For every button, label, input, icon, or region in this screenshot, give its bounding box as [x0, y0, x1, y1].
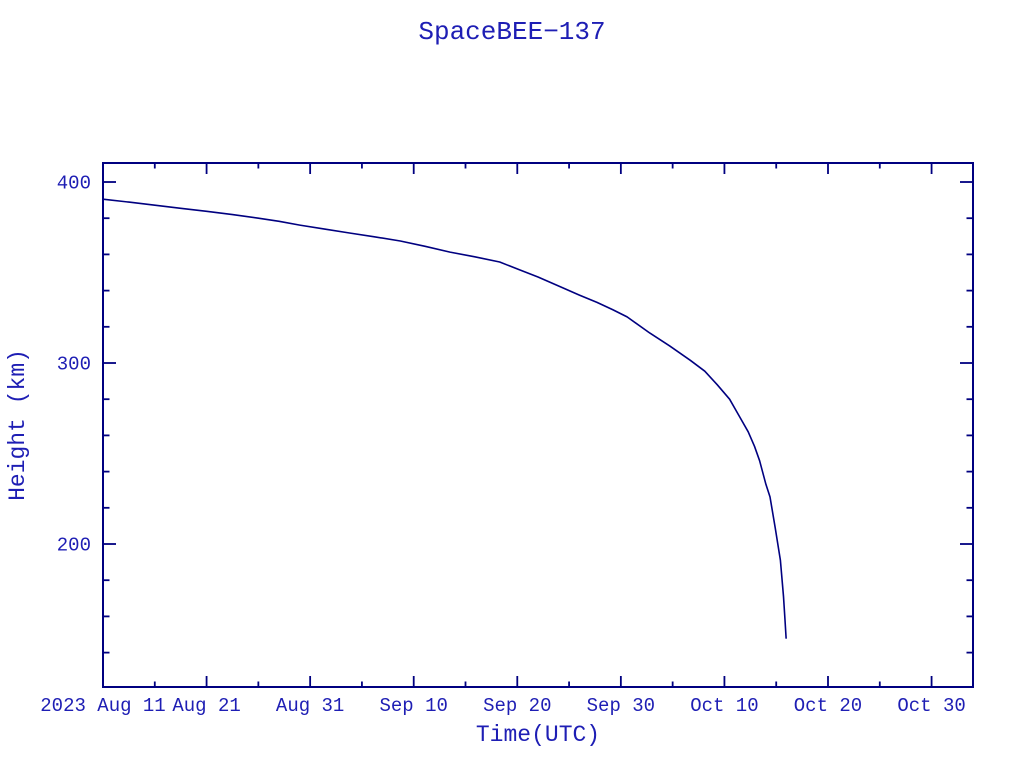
plot-border [102, 162, 974, 688]
x-tick-label: Oct 30 [897, 695, 965, 717]
y-tick-label: 400 [57, 173, 91, 195]
x-tick-label: Oct 10 [690, 695, 758, 717]
axis-tick-labels: 2023 Aug 11 Aug 21 Aug 31 Sep 10 Sep 20 Sep 3… [40, 173, 965, 717]
axis-ticks [102, 163, 973, 687]
x-tick-label: Sep 10 [380, 695, 448, 717]
x-tick-label: Oct 20 [794, 695, 862, 717]
plot-frame [102, 162, 974, 688]
y-axis-title: Height (km) [5, 349, 31, 501]
x-tick-label: 2023 Aug 11 [40, 695, 165, 717]
chart-title: SpaceBEE−137 [418, 17, 605, 47]
y-tick-label: 300 [57, 354, 91, 376]
x-tick-label: Aug 31 [276, 695, 344, 717]
x-tick-label: Aug 21 [172, 695, 240, 717]
height-decay-line [102, 198, 787, 639]
x-axis-title: Time(UTC) [476, 722, 600, 748]
y-tick-label: 200 [57, 535, 91, 557]
decay-curve [102, 198, 787, 639]
x-tick-label: Sep 20 [483, 695, 551, 717]
x-tick-label: Sep 30 [587, 695, 655, 717]
